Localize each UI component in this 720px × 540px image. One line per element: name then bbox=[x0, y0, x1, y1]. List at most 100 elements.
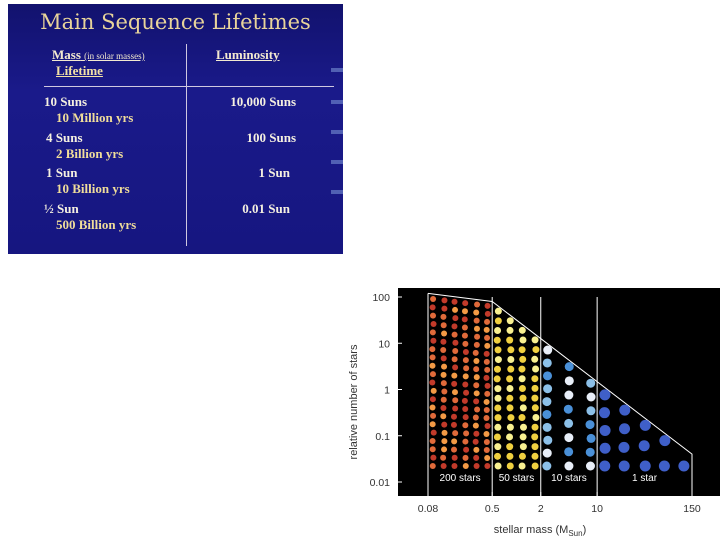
star-dot bbox=[484, 310, 491, 317]
chart-grid bbox=[491, 297, 598, 496]
star-dot bbox=[440, 405, 447, 412]
decor-stripe bbox=[331, 190, 343, 194]
star-dot bbox=[472, 414, 479, 421]
star-dot bbox=[441, 446, 448, 453]
decor-stripe bbox=[331, 130, 343, 134]
star-dot bbox=[586, 406, 596, 416]
star-dot bbox=[564, 433, 574, 443]
star-dot bbox=[493, 365, 501, 373]
star-dot bbox=[542, 422, 552, 432]
star-dot bbox=[506, 375, 514, 383]
star-dot bbox=[450, 413, 457, 420]
star-dot bbox=[483, 358, 490, 365]
star-dot bbox=[474, 406, 481, 413]
star-dot bbox=[542, 358, 552, 368]
star-dot bbox=[619, 404, 631, 416]
star-dot bbox=[473, 317, 480, 324]
star-dot bbox=[519, 355, 527, 363]
star-dot bbox=[440, 347, 447, 354]
star-dot bbox=[483, 438, 490, 445]
star-dot bbox=[473, 390, 480, 397]
star-dot bbox=[494, 452, 502, 460]
star-dot bbox=[461, 308, 468, 315]
star-dot bbox=[462, 381, 469, 388]
star-dot bbox=[506, 404, 514, 412]
star-dot bbox=[531, 452, 539, 460]
star-dot bbox=[531, 336, 539, 344]
star-dot bbox=[519, 336, 527, 344]
star-dot bbox=[451, 463, 458, 469]
x-axis-title: stellar mass (MSun) bbox=[494, 524, 586, 538]
star-dot bbox=[440, 313, 447, 320]
star-dot bbox=[452, 306, 459, 313]
star-dot bbox=[461, 324, 468, 331]
envelope-line bbox=[427, 292, 693, 496]
x-tick-label: 0.08 bbox=[418, 503, 439, 515]
star-dot bbox=[440, 396, 447, 403]
decor-stripe bbox=[331, 68, 343, 72]
star-dot bbox=[430, 321, 437, 328]
star-dot bbox=[543, 384, 553, 394]
star-dot bbox=[484, 422, 491, 429]
star-dot bbox=[462, 422, 469, 429]
star-dot bbox=[542, 409, 552, 419]
star-dot bbox=[429, 421, 436, 428]
star-dot bbox=[506, 433, 514, 441]
header-divider bbox=[44, 86, 334, 87]
star-dot bbox=[429, 446, 436, 453]
star-dot bbox=[441, 438, 448, 445]
star-dot bbox=[452, 315, 459, 322]
star-dot bbox=[531, 462, 539, 470]
star-dot bbox=[531, 375, 539, 383]
star-dot bbox=[430, 295, 437, 302]
star-dot bbox=[462, 454, 469, 461]
star-dot bbox=[430, 337, 437, 344]
star-dot bbox=[484, 334, 491, 341]
star-dot bbox=[563, 404, 573, 414]
y-tick-label: 0.01 bbox=[370, 477, 391, 489]
row-mass: 10 Suns bbox=[44, 94, 87, 109]
row-mass: 4 Suns bbox=[46, 130, 83, 145]
star-dot bbox=[494, 404, 502, 412]
star-dot bbox=[531, 394, 539, 402]
star-dot bbox=[462, 463, 469, 469]
star-dot bbox=[484, 454, 491, 461]
y-axis-ticks: 0.01 0.1 1 10 100 bbox=[370, 292, 402, 489]
star-dot bbox=[564, 418, 574, 428]
star-dot bbox=[429, 362, 436, 369]
star-dot bbox=[619, 423, 631, 435]
band-label: 10 stars bbox=[551, 473, 587, 484]
star-dot bbox=[564, 362, 574, 372]
star-dot bbox=[462, 357, 469, 364]
star-dot bbox=[473, 430, 480, 437]
star-dot bbox=[507, 414, 515, 422]
star-dot bbox=[506, 452, 514, 460]
star-dot bbox=[463, 365, 470, 372]
star-dot bbox=[462, 405, 469, 412]
star-dot bbox=[586, 392, 596, 402]
star-dot bbox=[430, 429, 437, 436]
star-dot bbox=[483, 430, 490, 437]
x-tick-label: 2 bbox=[538, 503, 544, 515]
star-dot bbox=[543, 435, 553, 445]
chart-svg: 200 stars 50 stars 10 stars 1 star 0.01 0.1 1… bbox=[348, 288, 720, 538]
star-dot bbox=[451, 389, 458, 396]
star-dot bbox=[473, 454, 480, 461]
star-dot bbox=[518, 375, 526, 383]
star-dot bbox=[493, 375, 501, 383]
star-dot bbox=[473, 374, 480, 381]
star-dot bbox=[506, 385, 514, 393]
star-dot bbox=[483, 326, 490, 333]
star-dot bbox=[441, 305, 448, 312]
band-label: 50 stars bbox=[499, 473, 535, 484]
star-dot bbox=[564, 390, 574, 400]
star-dot bbox=[658, 460, 670, 472]
star-dot bbox=[532, 365, 540, 373]
star-dot bbox=[440, 454, 447, 461]
star-dot bbox=[518, 414, 526, 422]
star-dot bbox=[599, 407, 611, 419]
column-divider bbox=[186, 44, 187, 246]
star-dot bbox=[507, 355, 515, 363]
star-dot bbox=[618, 460, 630, 472]
star-dot bbox=[585, 461, 595, 471]
